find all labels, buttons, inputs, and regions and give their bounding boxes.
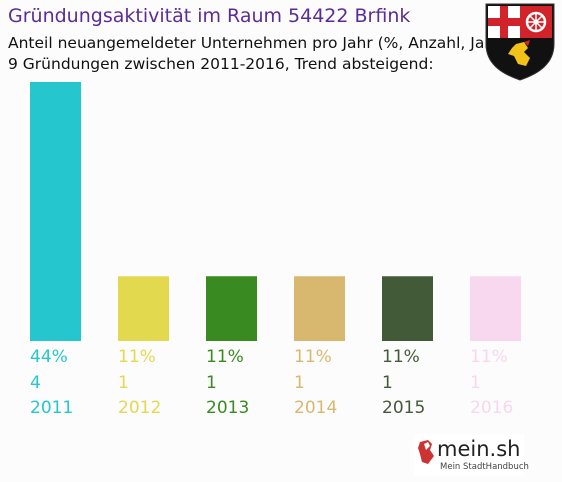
bar-2014: [294, 276, 345, 341]
year-label-2016: 2016: [470, 398, 514, 418]
count-label-2012: 1: [118, 373, 129, 393]
value-label-2016: 11%: [470, 347, 508, 367]
bar-2016: [470, 276, 521, 341]
count-label-2013: 1: [206, 373, 217, 393]
chart-title: Gründungsaktivität im Raum 54422 Brfink: [8, 5, 411, 27]
year-label-2012: 2012: [118, 398, 162, 418]
year-label-2011: 2011: [30, 398, 74, 418]
value-label-2013: 11%: [206, 347, 244, 367]
value-label-2014: 11%: [294, 347, 332, 367]
meinsh-logo: [414, 434, 524, 476]
year-label-2015: 2015: [382, 398, 426, 418]
value-label-2012: 11%: [118, 347, 156, 367]
count-label-2015: 1: [382, 373, 393, 393]
coat-of-arms-icon: [485, 3, 555, 81]
value-label-2015: 11%: [382, 347, 420, 367]
bar-2011: [30, 82, 81, 341]
bar-2015: [382, 276, 433, 341]
value-label-2011: 44%: [30, 347, 68, 367]
year-label-2013: 2013: [206, 398, 250, 418]
year-label-2014: 2014: [294, 398, 338, 418]
chart-summary: 9 Gründungen zwischen 2011-2016, Trend a…: [8, 55, 434, 73]
logo-subtext: Mein StadtHandbuch: [440, 462, 529, 472]
bar-2012: [118, 276, 169, 341]
chart-subtitle: Anteil neuangemeldeter Unternehmen pro J…: [8, 34, 507, 52]
count-label-2014: 1: [294, 373, 305, 393]
logo-text: mein.sh: [437, 437, 521, 461]
count-label-2016: 1: [470, 373, 481, 393]
bar-2013: [206, 276, 257, 341]
count-label-2011: 4: [30, 373, 41, 393]
